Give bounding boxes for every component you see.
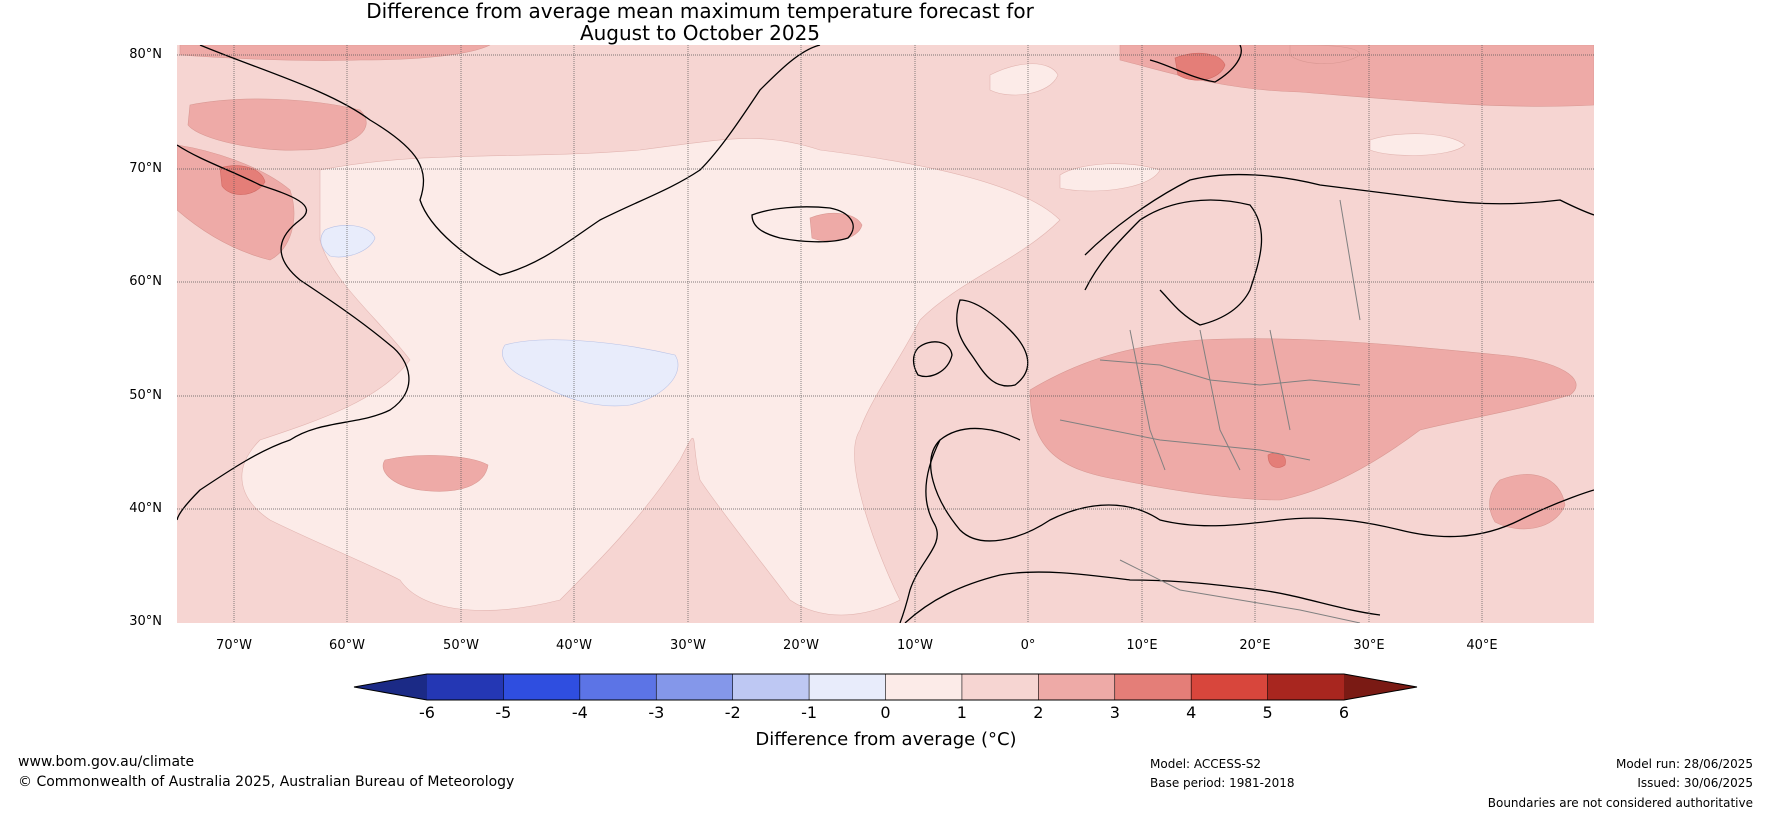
colorbar-extend-low bbox=[354, 674, 427, 700]
anomaly-band-minus1-0 bbox=[502, 339, 679, 407]
colorbar-tick-label: -2 bbox=[724, 703, 741, 722]
lon-label-70w: 70°W bbox=[216, 638, 252, 653]
footer-issued: Issued: 30/06/2025 bbox=[1637, 776, 1753, 790]
lat-label-30n: 30°N bbox=[129, 614, 162, 629]
anomaly-band-minus1-0 bbox=[320, 225, 376, 258]
anomaly-band-2-3 bbox=[179, 45, 491, 61]
colorbar-cell bbox=[1267, 674, 1345, 700]
map-title-line2: August to October 2025 bbox=[579, 21, 821, 45]
boundary bbox=[1339, 199, 1361, 321]
lon-label-20w: 20°W bbox=[783, 638, 819, 653]
lon-label-30w: 30°W bbox=[670, 638, 706, 653]
lat-label-70n: 70°N bbox=[129, 161, 162, 176]
lon-label-10e: 10°E bbox=[1126, 638, 1158, 653]
colorbar-label: Difference from average (°C) bbox=[755, 729, 1017, 750]
colorbar-cell bbox=[961, 674, 1039, 700]
boundary bbox=[1269, 329, 1291, 431]
lat-label-50n: 50°N bbox=[129, 388, 162, 403]
iceland-coastline bbox=[751, 206, 854, 243]
footer-base-period: Base period: 1981-2018 bbox=[1150, 776, 1295, 790]
map-area bbox=[177, 45, 1594, 623]
colorbar-tick-label: -4 bbox=[571, 703, 588, 722]
colorbar-tick-label: -6 bbox=[419, 703, 435, 722]
colorbar-tick-label: 4 bbox=[1186, 703, 1197, 722]
colorbar-tick-label: 0 bbox=[880, 703, 891, 722]
lon-label-60w: 60°W bbox=[329, 638, 365, 653]
lon-label-0: 0° bbox=[1020, 638, 1036, 653]
boundary bbox=[1129, 329, 1166, 471]
colorbar-tick-label: 3 bbox=[1109, 703, 1120, 722]
footer-model-run: Model run: 28/06/2025 bbox=[1615, 757, 1753, 771]
greenland-coastline bbox=[199, 45, 821, 276]
lat-label-60n: 60°N bbox=[129, 274, 162, 289]
anomaly-band-0-1 bbox=[989, 63, 1059, 96]
anomaly-band-2-3 bbox=[382, 455, 489, 492]
colorbar-tick-label: 1 bbox=[956, 703, 967, 722]
footer-website: www.bom.gov.au/climate bbox=[18, 754, 195, 770]
coastlines bbox=[177, 45, 1594, 623]
boundary bbox=[1119, 559, 1361, 623]
scandinavia-coastline bbox=[1084, 199, 1263, 326]
iberia-coastline bbox=[899, 439, 941, 623]
map-gridlines bbox=[177, 45, 1594, 623]
colorbar-outline bbox=[353, 673, 1418, 701]
anomaly-band-2-3 bbox=[1029, 338, 1577, 501]
colorbar-tick-label: 6 bbox=[1338, 703, 1350, 722]
anomaly-band-0-1 bbox=[1369, 133, 1466, 156]
anomaly-band-2-3 bbox=[809, 212, 863, 242]
british-isles-coastline bbox=[956, 299, 1029, 387]
colorbar bbox=[353, 673, 1418, 701]
baffin-labrador-coastline bbox=[177, 144, 410, 521]
colorbar-cell bbox=[579, 674, 657, 700]
colorbar-cell bbox=[656, 674, 733, 700]
colorbar-cell bbox=[503, 674, 581, 700]
colorbar-cell bbox=[427, 674, 504, 700]
anomaly-band-2-3 bbox=[1489, 474, 1566, 530]
footer-model: Model: ACCESS-S2 bbox=[1150, 757, 1262, 771]
footer-copyright: © Commonwealth of Australia 2025, Austra… bbox=[18, 774, 515, 790]
colorbar-cell bbox=[885, 674, 963, 700]
lon-label-20e: 20°E bbox=[1239, 638, 1271, 653]
anomaly-band-0-1 bbox=[1059, 163, 1161, 192]
lat-label-80n: 80°N bbox=[129, 47, 162, 62]
anomaly-band-2-3 bbox=[177, 144, 295, 261]
africa-coastline bbox=[904, 571, 1381, 623]
colorbar-cell bbox=[1191, 674, 1268, 700]
greenland-northeast-coastline bbox=[1149, 45, 1242, 83]
colorbar-tick-label: -3 bbox=[648, 703, 665, 722]
lon-label-40w: 40°W bbox=[556, 638, 592, 653]
colorbar-cell bbox=[809, 674, 886, 700]
colorbar-cell bbox=[1114, 674, 1192, 700]
footer-disclaimer: Boundaries are not considered authoritat… bbox=[1487, 796, 1753, 810]
colorbar-tick-label: -5 bbox=[495, 703, 512, 722]
lon-label-40e: 40°E bbox=[1466, 638, 1498, 653]
colorbar-cell bbox=[1038, 674, 1116, 700]
boundary bbox=[1199, 329, 1241, 471]
boundary bbox=[1099, 359, 1361, 386]
lat-label-40n: 40°N bbox=[129, 501, 162, 516]
national-boundaries bbox=[1059, 199, 1361, 623]
colorbar-tick-label: -1 bbox=[801, 703, 818, 722]
europe-south-coastline bbox=[930, 427, 1594, 542]
ireland-coastline bbox=[912, 341, 953, 378]
anomaly-band-2-3 bbox=[187, 98, 367, 151]
lon-label-50w: 50°W bbox=[443, 638, 479, 653]
colorbar-extend-high bbox=[1344, 674, 1417, 700]
colorbar-tick-label: 2 bbox=[1033, 703, 1044, 722]
colorbar-tick-label: 5 bbox=[1262, 703, 1273, 722]
lon-label-30e: 30°E bbox=[1353, 638, 1385, 653]
colorbar-cell bbox=[732, 674, 810, 700]
anomaly-band-3-4 bbox=[219, 165, 266, 195]
europe-coastline bbox=[1084, 173, 1594, 256]
boundary bbox=[1059, 419, 1311, 461]
map-title-line1: Difference from average mean maximum tem… bbox=[366, 0, 1034, 23]
lon-label-10w: 10°W bbox=[897, 638, 933, 653]
